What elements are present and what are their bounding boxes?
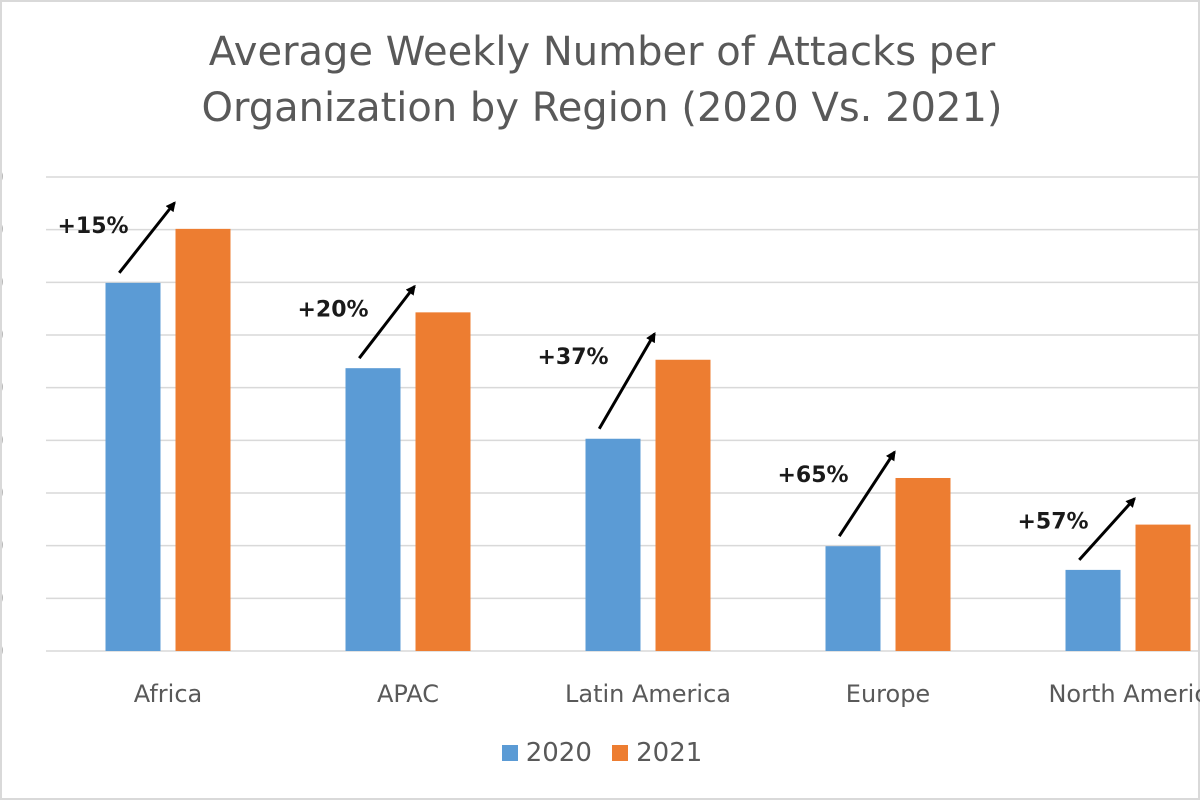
chart-title-line-1: Average Weekly Number of Attacks per — [208, 29, 996, 75]
x-category-label: Europe — [846, 680, 930, 708]
y-tick-label: 1600 — [2, 216, 4, 244]
y-tick-label: 600 — [2, 479, 4, 507]
y-tick-label: 400 — [2, 532, 4, 560]
chart-title: Average Weekly Number of Attacks per Org… — [2, 24, 1200, 136]
growth-percent-label: +57% — [1018, 510, 1089, 535]
bar-2020-europe — [825, 546, 881, 651]
growth-arrow — [1078, 497, 1136, 561]
y-tick-label: 1000 — [2, 374, 4, 402]
bar-2021-europe — [895, 477, 951, 651]
x-category-label: North Americ — [1048, 680, 1200, 708]
bar-2020-latin-america — [585, 438, 641, 651]
x-category-label: Latin America — [565, 680, 731, 708]
y-tick-label: 1800 — [2, 163, 4, 191]
bar-2021-north-americ — [1135, 524, 1191, 651]
chart-legend: 2020 2021 — [2, 738, 1200, 768]
growth-arrow — [118, 201, 176, 274]
y-tick-label: 1400 — [2, 268, 4, 296]
legend-swatch-2021 — [612, 745, 629, 761]
y-tick-label: 800 — [2, 426, 4, 454]
growth-percent-label: +15% — [58, 214, 129, 239]
bar-2021-latin-america — [655, 359, 711, 651]
growth-percent-label: +37% — [538, 345, 609, 370]
growth-arrow — [358, 284, 416, 360]
legend-label-2021: 2021 — [636, 738, 703, 768]
x-category-label: Africa — [134, 680, 202, 708]
bar-2021-africa — [175, 228, 231, 652]
legend-item-2021: 2021 — [612, 738, 702, 768]
legend-item-2020: 2020 — [501, 738, 592, 768]
growth-percent-label: +20% — [298, 297, 369, 322]
y-tick-label: 200 — [2, 584, 4, 612]
y-tick-label: 1200 — [2, 321, 4, 349]
chart-title-line-2: Organization by Region (2020 Vs. 2021) — [201, 85, 1003, 131]
growth-arrow — [837, 450, 896, 538]
legend-label-2020: 2020 — [525, 738, 592, 768]
y-tick-label: 0 — [2, 637, 4, 665]
legend-swatch-2020 — [501, 745, 518, 761]
bar-2020-africa — [105, 282, 161, 651]
bar-2020-apac — [345, 368, 401, 651]
growth-percent-label: +65% — [778, 463, 849, 488]
bar-2020-north-americ — [1065, 569, 1121, 651]
growth-arrow — [597, 332, 656, 430]
bar-2021-apac — [415, 312, 471, 651]
x-category-label: APAC — [377, 680, 439, 708]
